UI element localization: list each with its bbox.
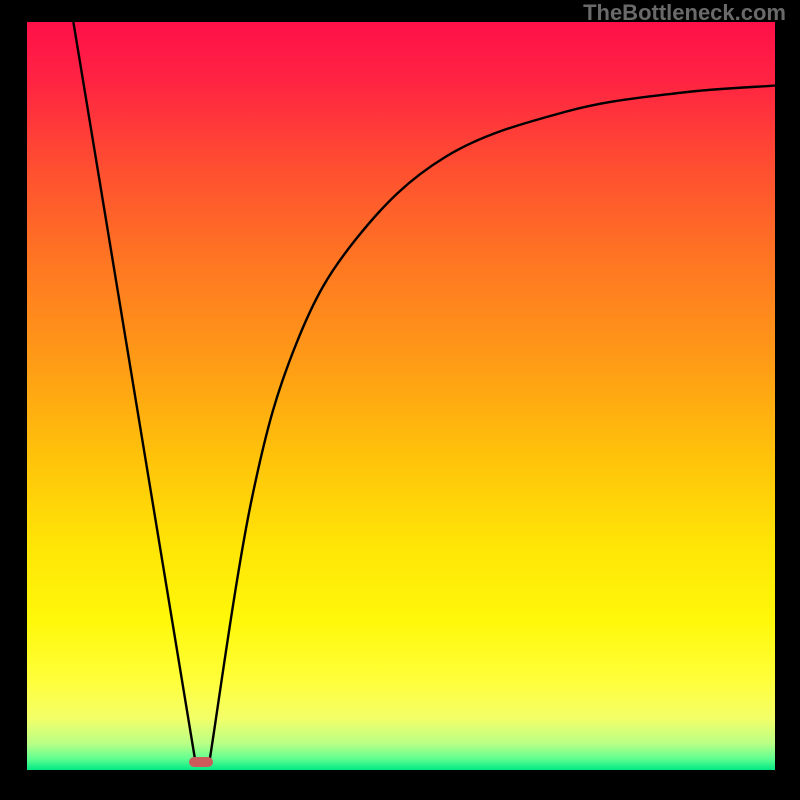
curve-layer [27,22,775,770]
chart-container: TheBottleneck.com [0,0,800,800]
watermark-text: TheBottleneck.com [583,0,786,26]
curve-right-segment [210,86,775,761]
curve-left-segment [73,22,195,761]
minimum-marker [189,757,213,767]
plot-area [27,22,775,770]
